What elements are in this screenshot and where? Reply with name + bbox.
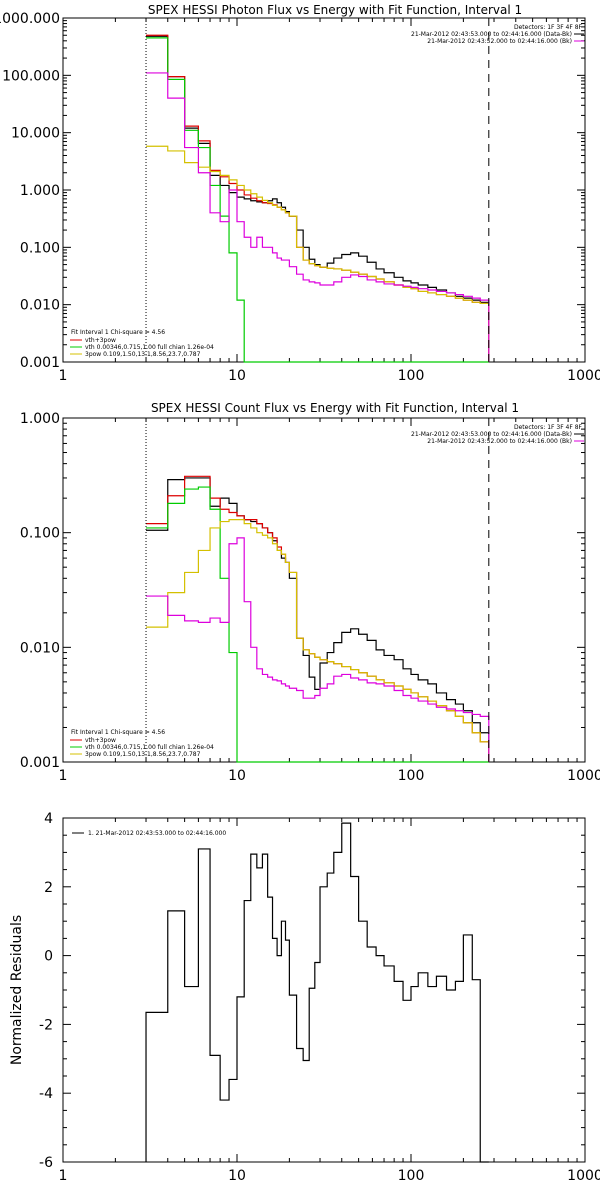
y-tick-label: 2	[44, 880, 53, 896]
y-tick-label: -4	[39, 1086, 53, 1102]
legend-fit-interval: Fit Interval 1 Chi-square = 4.56	[71, 729, 165, 736]
count-flux-panel: SPEX HESSI Count Flux vs Energy with Fit…	[20, 401, 600, 784]
series-vth	[146, 486, 489, 763]
plot-frame	[62, 17, 586, 363]
legend-vth: vth 0.00346,0.715,1.00 full chian 1.26e-…	[85, 344, 214, 351]
plot-frame	[62, 817, 586, 1163]
chart-title: SPEX HESSI Count Flux vs Energy with Fit…	[151, 401, 519, 415]
legend-bottom-left: Fit Interval 1 Chi-square = 4.56 vth+3po…	[70, 329, 214, 358]
y-tick-label: 0.001	[20, 755, 60, 771]
legend-detectors: Detectors: 1F 3F 4F 8F	[514, 424, 583, 431]
x-tick-label: 10	[228, 768, 246, 784]
series-group	[146, 475, 490, 763]
y-tick-label: 1.000	[20, 411, 60, 427]
legend-top-right: Detectors: 1F 3F 4F 8F 21-Mar-2012 02:43…	[411, 24, 584, 45]
legend-top-right: Detectors: 1F 3F 4F 8F 21-Mar-2012 02:43…	[411, 424, 584, 445]
series-data-bk	[146, 477, 490, 762]
y-tick-label: 1000.000	[0, 11, 60, 27]
legend-3pow: 3pow 0.109,1.50,13.1,8.56,23.7,0.787	[85, 351, 201, 358]
x-tick-label: 100	[398, 768, 425, 784]
x-tick-label: 100	[398, 368, 425, 384]
legend-3pow: 3pow 0.109,1.50,13.1,8.56,23.7,0.787	[85, 751, 201, 758]
series-group	[146, 34, 490, 363]
x-tick-label: 1	[59, 1168, 68, 1184]
legend-data-bk: 21-Mar-2012 02:43:53.000 to 02:44:16.000…	[411, 31, 572, 38]
legend-vth-3pow: vth+3pow	[85, 337, 116, 344]
y-tick-label: -2	[39, 1017, 53, 1033]
legend-residual-interval: 1. 21-Mar-2012 02:43:53.000 to 02:44:16.…	[88, 830, 226, 837]
series-vth-3pow	[146, 475, 490, 762]
legend-bk: 21-Mar-2012 02:43:52.000 to 02:44:16.000…	[427, 38, 572, 45]
series-3pow	[146, 145, 490, 362]
x-tick-label: 1	[59, 768, 68, 784]
axis-ticks: 1 10 100 1000 1.000 0.100 0.010 0.001	[20, 411, 600, 784]
y-tick-label: 0.010	[20, 640, 60, 656]
axis-ticks: 1 10 100 1000 1000.000 100.000 10.000 1.000 0.10…	[0, 11, 600, 384]
x-tick-label: 10	[228, 368, 246, 384]
axis-ticks: 1 10 100 1000 4 2 0 -2 -4 -6	[39, 811, 600, 1184]
legend-detectors: Detectors: 1F 3F 4F 8F	[514, 24, 583, 31]
y-tick-label: 0.100	[20, 526, 60, 542]
series-bk	[146, 537, 490, 762]
series-group	[145, 822, 489, 1163]
series-vth	[146, 37, 489, 363]
energy-markers	[145, 418, 490, 762]
series-vth-3pow	[146, 34, 490, 362]
x-tick-label: 1	[59, 368, 68, 384]
legend-vth-3pow: vth+3pow	[85, 737, 116, 744]
plot-frame	[62, 417, 586, 763]
series-data-bk	[146, 35, 490, 362]
y-tick-label: -6	[39, 1155, 53, 1171]
y-tick-label: 0.010	[20, 298, 60, 314]
series-bk	[146, 72, 490, 362]
y-tick-label: 1.000	[20, 183, 60, 199]
series-1-21-mar-2012-02-43-53-000-to-02-44-16-000	[145, 822, 489, 1163]
residuals-panel: 1 10 100 1000 4 2 0 -2 -4 -6 Normalized Residuals…	[9, 811, 600, 1184]
y-tick-label: 0.100	[20, 240, 60, 256]
legend-data-bk: 21-Mar-2012 02:43:53.000 to 02:44:16.000…	[411, 431, 572, 438]
legend-bottom-left: Fit Interval 1 Chi-square = 4.56 vth+3po…	[70, 729, 214, 758]
x-tick-label: 1000	[567, 1168, 600, 1184]
photon-flux-panel: SPEX HESSI Photon Flux vs Energy with Fi…	[0, 3, 600, 384]
energy-markers	[145, 18, 490, 362]
y-tick-label: 0	[44, 949, 53, 965]
chart-title: SPEX HESSI Photon Flux vs Energy with Fi…	[148, 3, 522, 17]
legend-fit-interval: Fit Interval 1 Chi-square = 4.56	[71, 329, 165, 336]
y-tick-label: 100.000	[2, 68, 60, 84]
y-tick-label: 4	[44, 811, 53, 827]
y-axis-label: Normalized Residuals	[9, 915, 25, 1065]
series-3pow	[146, 519, 490, 762]
x-tick-label: 1000	[567, 368, 600, 384]
y-tick-label: 0.001	[20, 355, 60, 371]
x-tick-label: 1000	[567, 768, 600, 784]
x-tick-label: 100	[398, 1168, 425, 1184]
x-tick-label: 10	[228, 1168, 246, 1184]
y-tick-label: 10.000	[11, 126, 60, 142]
legend-vth: vth 0.00346,0.715,1.00 full chian 1.26e-…	[85, 744, 214, 751]
legend-bk: 21-Mar-2012 02:43:52.000 to 02:44:16.000…	[427, 438, 572, 445]
